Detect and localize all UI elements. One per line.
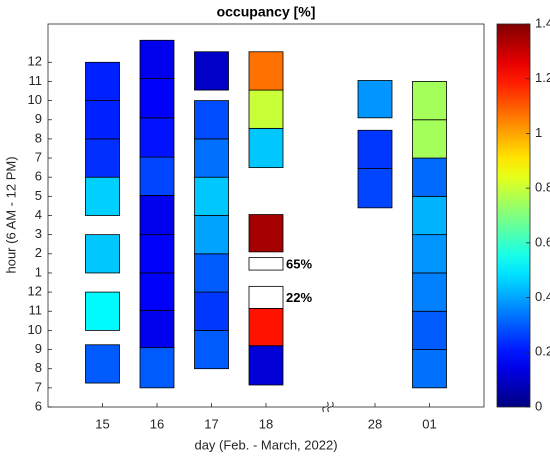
x-tick-label: 18: [259, 416, 273, 431]
cell: [85, 344, 120, 384]
y-tick-label: 6: [35, 398, 42, 413]
cell: [412, 272, 447, 312]
axis-break-mark: [322, 401, 329, 413]
y-tick-label: 11: [29, 303, 43, 318]
cell: [412, 310, 447, 350]
y-tick-label: 5: [35, 188, 42, 203]
annotation-label: 22%: [286, 290, 312, 305]
x-tick-label: 17: [204, 416, 218, 431]
x-tick-label: 01: [422, 416, 436, 431]
y-tick-label: 8: [35, 130, 42, 145]
cell: [139, 78, 175, 119]
cell: [139, 194, 175, 236]
cell: [139, 39, 175, 79]
cell: [139, 156, 175, 196]
y-tick-label: 6: [35, 169, 42, 184]
y-tick-label: 3: [35, 226, 42, 241]
colorbar-tick-label: 0.4: [535, 289, 550, 304]
cell: [248, 127, 284, 169]
annotation-label: 65%: [286, 256, 312, 271]
cell: [412, 349, 447, 389]
cell: [194, 215, 229, 255]
chart-title: occupancy [%]: [217, 4, 316, 20]
cell: [412, 195, 447, 236]
cell: [85, 291, 120, 331]
cell: [412, 234, 447, 274]
cell: [85, 234, 120, 274]
colorbar-tick-label: 0: [535, 398, 542, 413]
cell: [248, 214, 284, 253]
cell: [357, 129, 393, 169]
colorbar-tick-label: 0.8: [535, 180, 550, 195]
cell: [139, 272, 175, 311]
y-tick-label: 11: [29, 73, 43, 88]
cell: [412, 157, 447, 197]
cell: [248, 89, 284, 129]
y-tick-label: 9: [35, 111, 42, 126]
cell: [139, 234, 175, 274]
y-tick-label: 10: [28, 322, 42, 337]
x-tick-label: 15: [95, 416, 109, 431]
cell: [357, 168, 393, 209]
y-tick-label: 7: [35, 379, 42, 394]
annotation-box: [248, 257, 284, 271]
x-tick-label: 28: [368, 416, 382, 431]
y-axis-label: hour (6 AM - 12 PM): [3, 156, 18, 273]
cell: [194, 253, 229, 293]
cell: [248, 51, 284, 91]
cell: [194, 176, 229, 216]
cell: [139, 309, 175, 349]
cell: [194, 291, 229, 331]
y-tick-label: 2: [35, 245, 42, 260]
colorbar: [496, 23, 531, 408]
y-tick-label: 9: [35, 341, 42, 356]
cell: [194, 100, 229, 140]
cell: [139, 347, 175, 389]
x-tick-label: 16: [150, 416, 164, 431]
colorbar-tick-label: 0.6: [535, 234, 550, 249]
cell: [85, 61, 120, 101]
annotation-box: [248, 285, 284, 309]
colorbar-tick-label: 1.4: [535, 15, 550, 30]
colorbar-tick-label: 0.2: [535, 344, 550, 359]
colorbar-tick-label: 1: [535, 125, 542, 140]
x-axis-label: day (Feb. - March, 2022): [194, 437, 337, 452]
cell: [412, 119, 447, 159]
y-tick-label: 7: [35, 149, 42, 164]
cell: [412, 81, 447, 121]
cell: [357, 80, 393, 119]
cell: [194, 329, 229, 370]
cell: [139, 117, 175, 158]
y-tick-label: 12: [28, 284, 42, 299]
axis-break-mark: [327, 401, 334, 413]
cell: [85, 100, 120, 140]
cell: [85, 176, 120, 216]
y-tick-label: 12: [28, 54, 42, 69]
y-tick-label: 1: [35, 264, 42, 279]
axis-break: [322, 401, 334, 413]
cell: [248, 345, 284, 386]
cell: [248, 307, 284, 347]
cell: [194, 51, 229, 91]
y-tick-label: 10: [28, 92, 42, 107]
y-tick-label: 8: [35, 360, 42, 375]
colorbar-tick-label: 1.2: [535, 70, 550, 85]
cell: [194, 138, 229, 178]
cell: [85, 138, 120, 178]
y-tick-label: 4: [35, 207, 42, 222]
